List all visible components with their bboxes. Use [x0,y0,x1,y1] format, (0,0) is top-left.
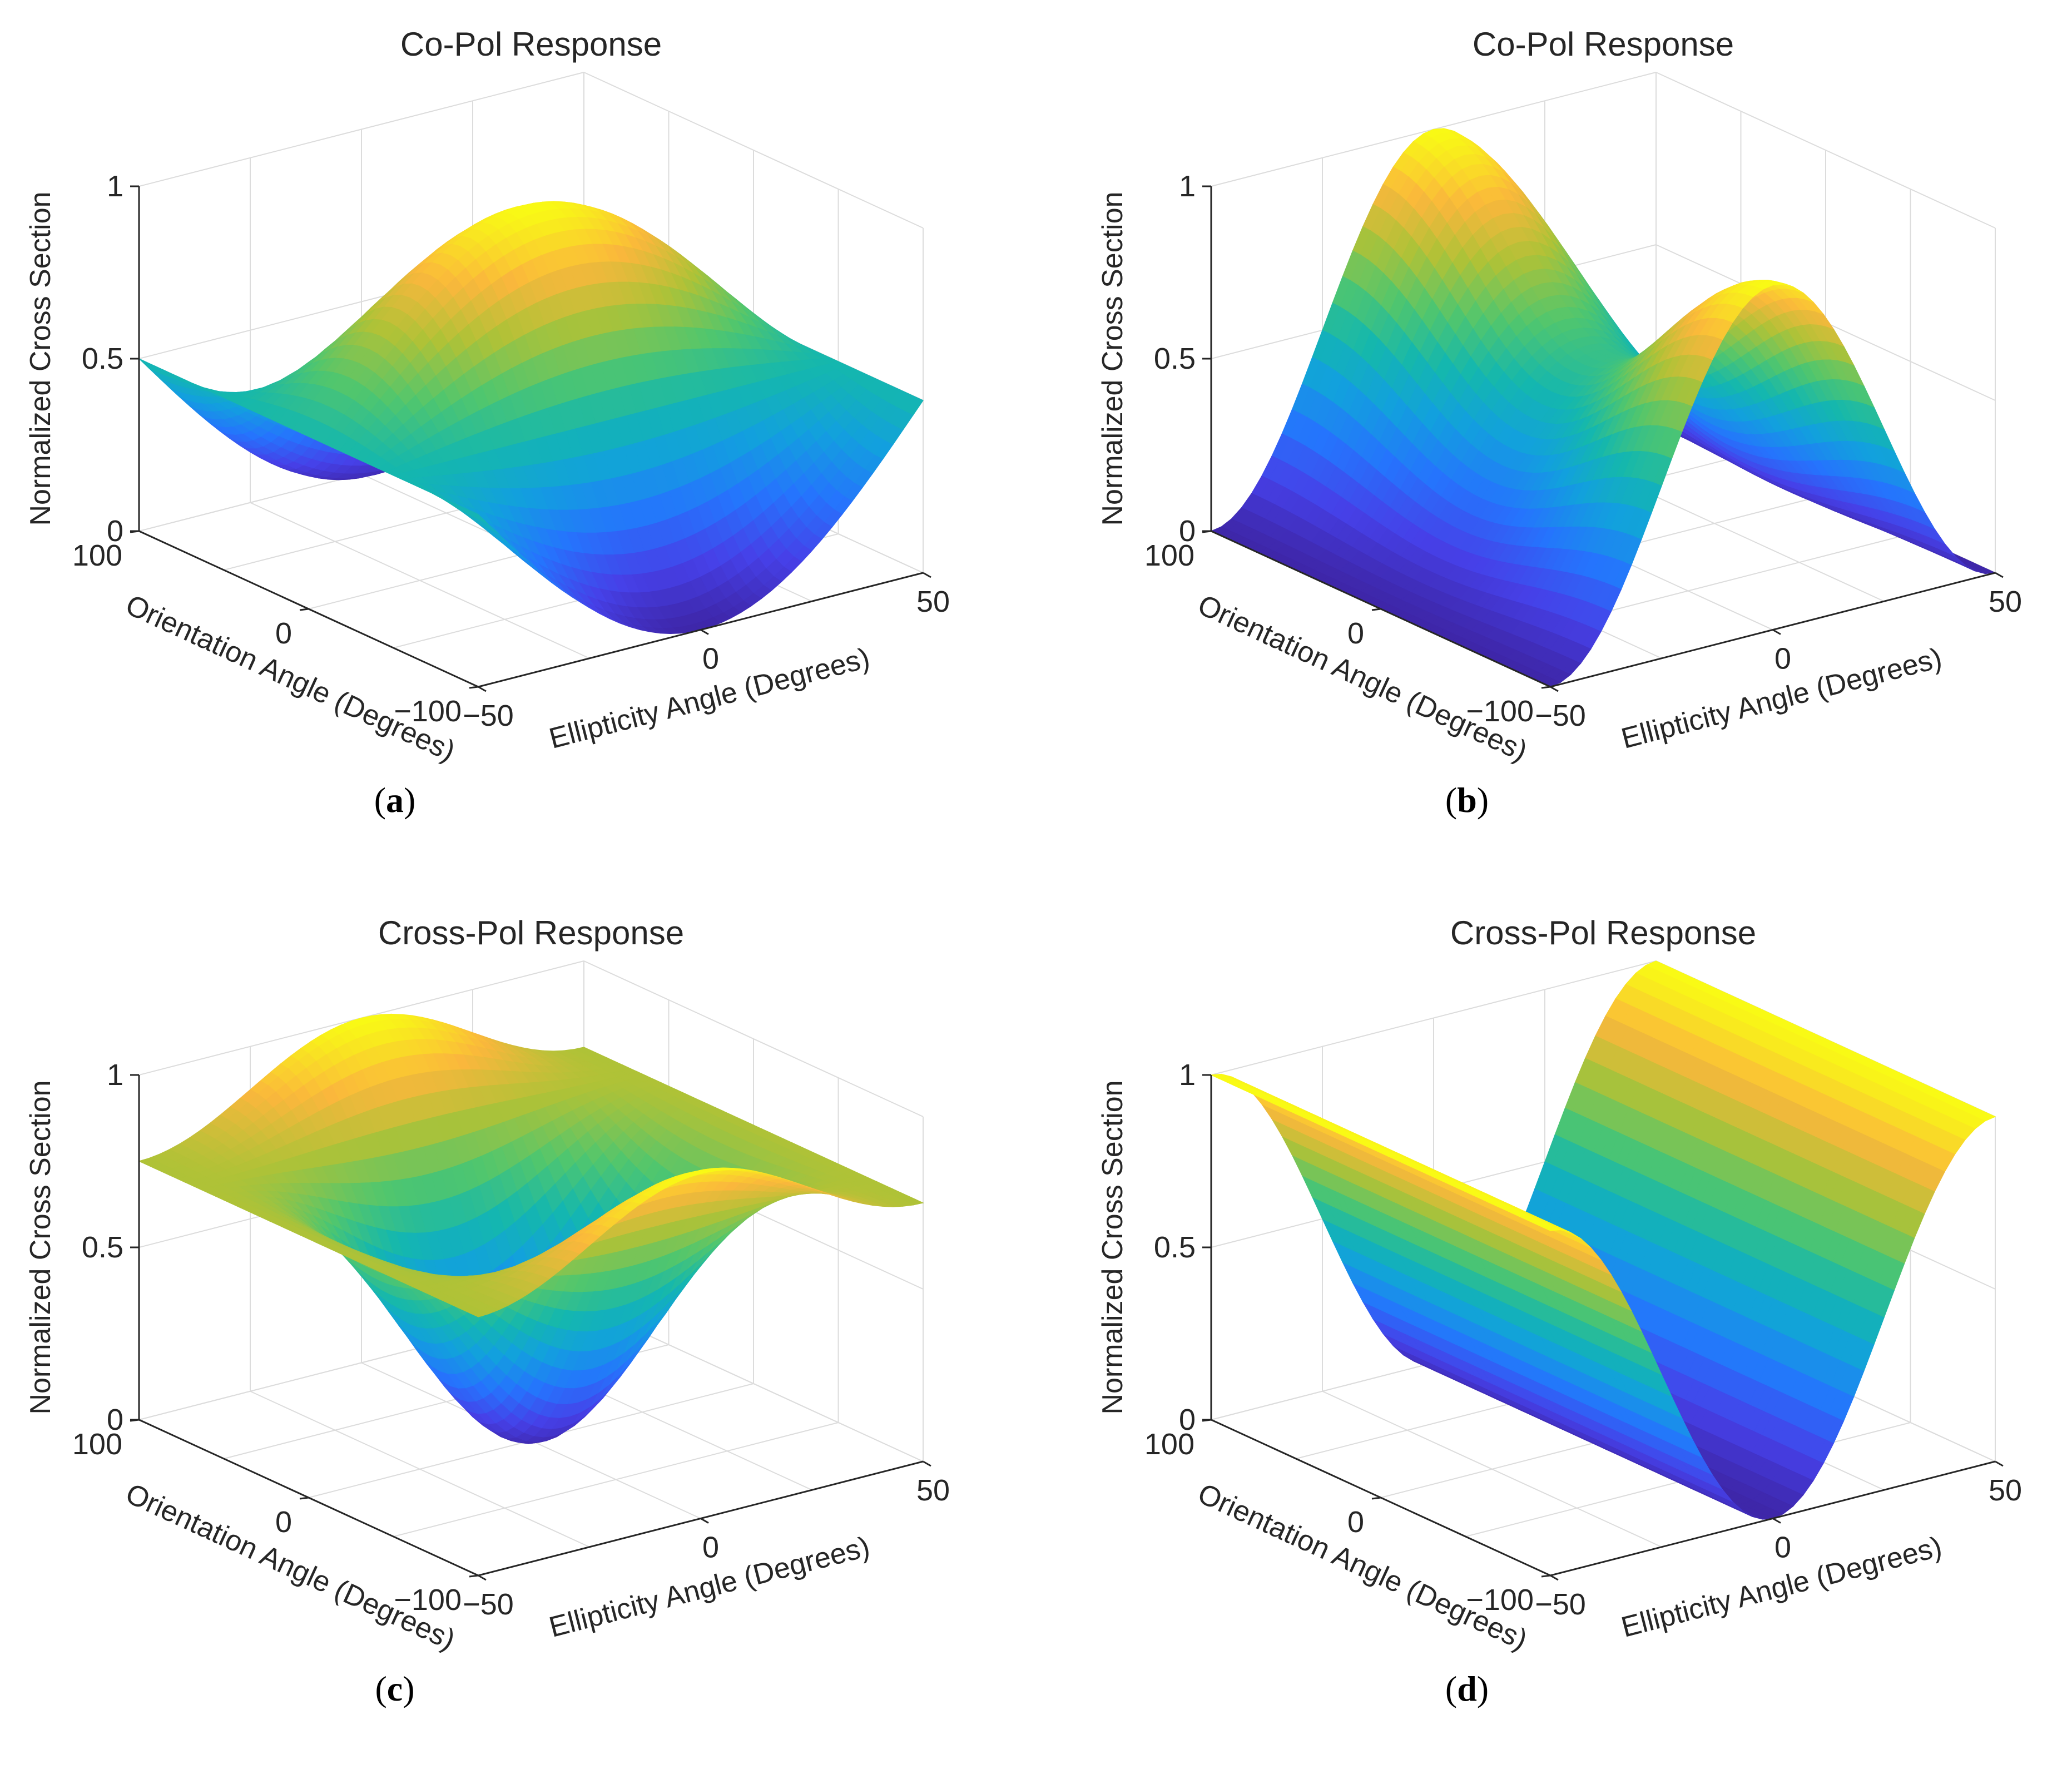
z-axis-label: Normalized Cross Section [1097,191,1129,526]
y-tick [1371,608,1381,611]
chart-title: Co-Pol Response [400,26,662,63]
panel-caption: (a) [374,780,416,820]
x-tick-label: −50 [463,699,514,732]
z-tick-label: 0.5 [1154,342,1196,375]
z-axis-label: Normalized Cross Section [24,191,57,526]
x-tick-label: 50 [1989,585,2022,618]
z-tick-label: 1 [107,170,123,203]
y-tick [299,608,309,611]
surface-a [138,201,924,635]
y-tick [469,686,479,689]
z-tick-label: 0 [1179,514,1196,548]
wall-grid-line [138,72,584,187]
x-tick-label: 0 [1774,642,1791,676]
y-tick-label: 0 [1347,617,1364,650]
x-tick-label: −50 [1535,699,1586,732]
z-tick-label: 0.5 [82,342,123,375]
panel-caption: (b) [1445,780,1489,820]
y-tick-label: 0 [275,617,292,650]
x-tick-label: 50 [916,585,950,618]
y-tick [1541,686,1551,689]
chart-title: Co-Pol Response [1473,26,1734,63]
x-tick-label: 0 [702,642,719,676]
wall-grid-line [583,72,924,229]
z-tick-label: 1 [1179,170,1196,203]
z-tick-label: 0 [107,514,123,548]
